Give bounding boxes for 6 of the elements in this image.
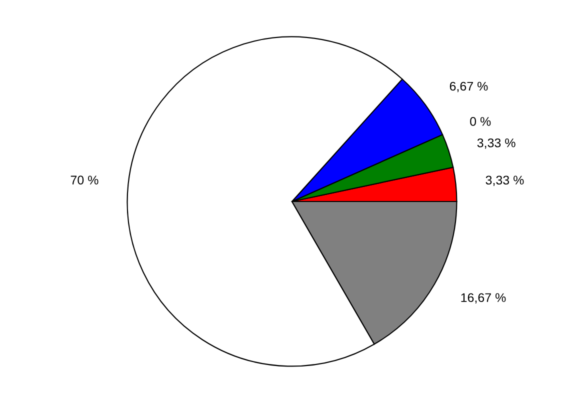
text: 0 % [470, 117, 491, 126]
data-label: 6,67 % [450, 82, 488, 92]
data-label: 3,33 % [486, 176, 524, 186]
data-label: 3,33 % [477, 138, 516, 149]
data-label: 16,67 % [461, 293, 506, 304]
data-label: 70 % [70, 176, 98, 184]
